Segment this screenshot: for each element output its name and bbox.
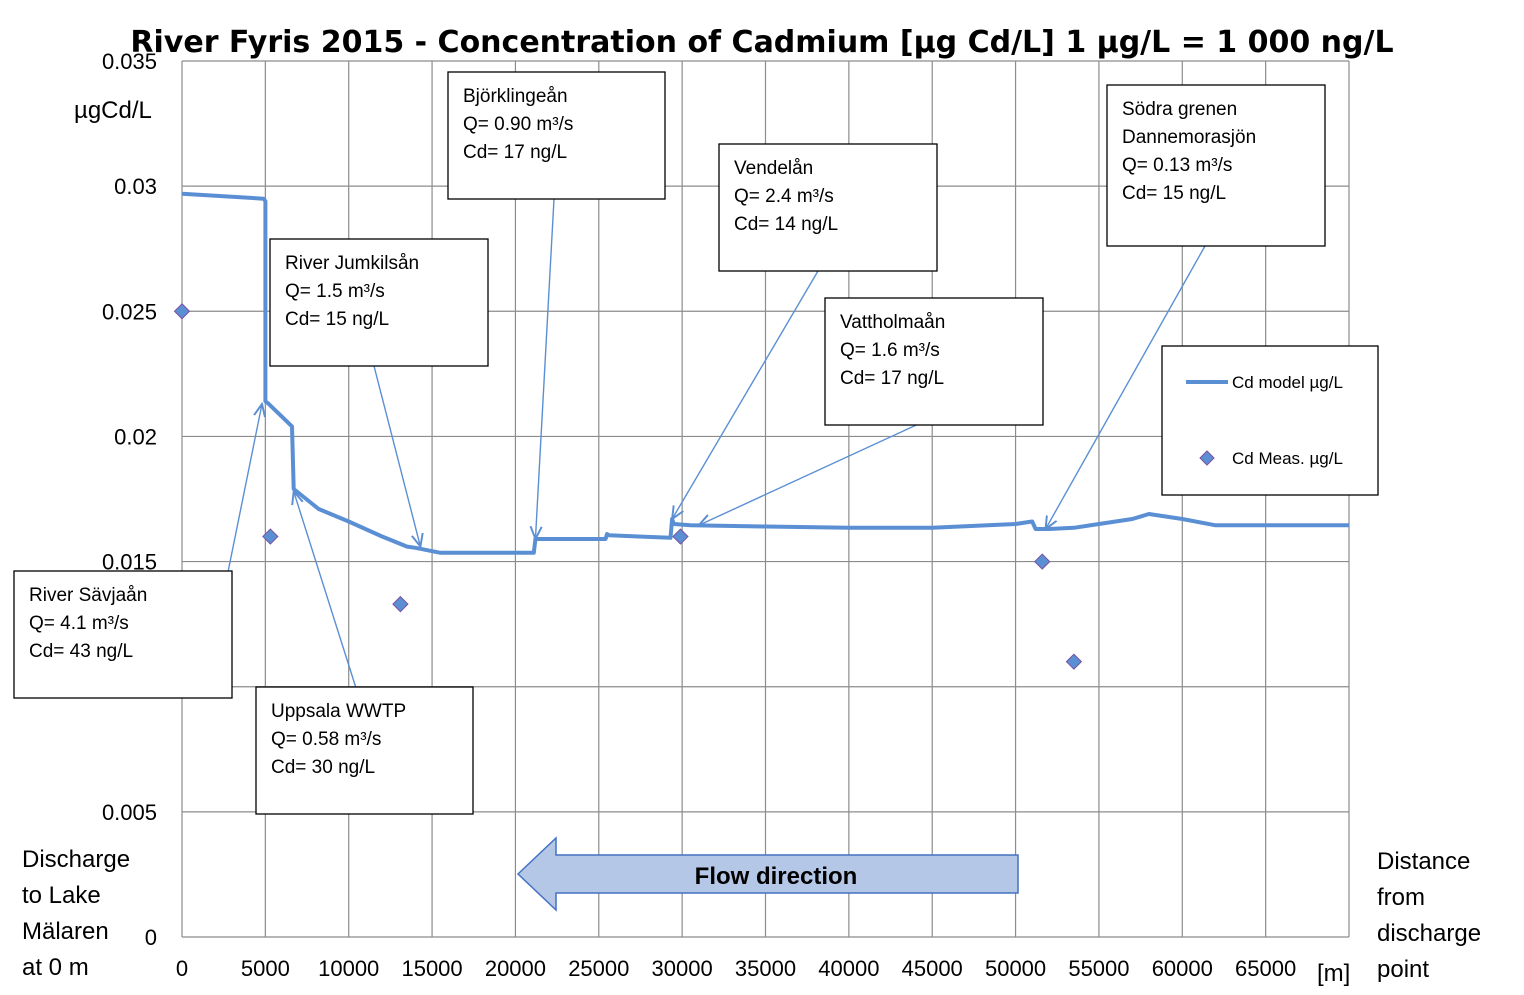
annotation-text: Vendelån [734,158,813,179]
measured-point [392,595,409,613]
right-caption-line-3: discharge [1377,920,1481,947]
left-caption-line-3: Mälaren [22,918,109,945]
x-tick-label: 35000 [735,956,796,981]
measured-point [262,528,279,545]
right-axis-caption: Distance from discharge point [1377,848,1481,983]
flow-direction-arrow: Flow direction [516,836,1019,912]
left-caption-line-1: Discharge [22,846,130,873]
annotation-text: Q= 0.58 m³/s [271,729,381,750]
annotation-callout: Vendelån Q= 2.4 m³/s Cd= 14 ng/L [672,143,938,519]
x-tick-label: 0 [176,956,188,981]
annotation-text: River Sävjaån [29,585,147,606]
x-tick-label: 15000 [401,956,462,981]
measured-point [1065,653,1083,670]
series-layer [173,191,1349,670]
annotation-text: Q= 1.5 m³/s [285,281,385,302]
x-unit-label: [m] [1317,960,1350,987]
annotation-text: Cd= 15 ng/L [285,309,389,330]
y-tick-label: 0 [145,925,157,950]
annotation-text: River Jumkilsån [285,253,419,274]
cd-model-line [181,191,1349,555]
left-caption-line-4: at 0 m [22,954,89,981]
annotation-arrow [1046,245,1206,529]
annotation-text: Cd= 15 ng/L [1122,183,1226,204]
annotation-callout: Vattholmaån Q= 1.6 m³/s Cd= 17 ng/L [699,297,1044,525]
annotation-callouts: River Sävjaån Q= 4.1 m³/s Cd= 43 ng/L Uppsa… [13,71,1326,815]
annotation-text: Q= 4.1 m³/s [29,613,129,634]
right-caption-line-2: from [1377,884,1425,911]
x-tick-label: 40000 [818,956,879,981]
right-caption-line-4: point [1377,956,1429,983]
legend-diamond-swatch [1199,450,1215,466]
annotation-callout: River Sävjaån Q= 4.1 m³/s Cd= 43 ng/L [13,404,262,699]
x-tick-label: 50000 [985,956,1046,981]
annotation-text: Uppsala WWTP [271,701,406,722]
annotation-callout: Björklingeån Q= 0.90 m³/s Cd= 17 ng/L [447,71,666,539]
annotation-text: Q= 2.4 m³/s [734,186,834,207]
annotation-arrow [672,270,819,519]
flow-arrow-shape [516,836,1019,912]
annotation-box [447,71,666,200]
x-tick-label: 65000 [1235,956,1296,981]
legend-box [1161,345,1379,496]
legend-entry-measured: Cd Meas. µg/L [1232,449,1343,468]
y-tick-label: 0.025 [102,299,157,324]
annotation-box [13,570,233,699]
annotation-box [255,686,474,815]
annotation-text: Vattholmaån [840,312,945,333]
legend: Cd model µg/L Cd Meas. µg/L [1161,345,1379,496]
annotation-callout: Uppsala WWTP Q= 0.58 m³/s Cd= 30 ng/L [255,491,474,815]
measured-point [173,303,191,320]
y-axis-label: µgCd/L [74,97,152,124]
annotation-text: Cd= 43 ng/L [29,641,133,662]
measured-point [672,528,689,545]
annotation-text: Q= 1.6 m³/s [840,340,940,361]
left-axis-caption: Discharge to Lake Mälaren at 0 m [22,846,130,981]
annotation-box [718,143,938,272]
annotation-callout: Södra grenen Dannemorasjön Q= 0.13 m³/s Cd=… [1046,84,1326,529]
left-caption-line-2: to Lake [22,882,101,909]
x-tick-label: 55000 [1068,956,1129,981]
x-tick-label: 5000 [241,956,290,981]
y-tick-label: 0.035 [102,49,157,74]
flow-direction-label: Flow direction [695,863,858,890]
annotation-box [269,238,489,367]
chart-title: River Fyris 2015 - Concentration of Cadm… [130,25,1393,60]
measured-point [1034,553,1051,570]
annotation-arrow [535,198,555,539]
legend-entry-model: Cd model µg/L [1232,373,1343,392]
annotation-text: Cd= 14 ng/L [734,214,838,235]
annotation-arrow [699,420,926,525]
y-tick-label: 0.02 [114,424,157,449]
annotation-callout: River Jumkilsån Q= 1.5 m³/s Cd= 15 ng/L [269,238,489,547]
y-tick-label: 0.005 [102,800,157,825]
annotation-text: Q= 0.13 m³/s [1122,155,1232,176]
x-tick-label: 10000 [318,956,379,981]
annotation-text: Dannemorasjön [1122,127,1256,148]
annotation-text: Cd= 17 ng/L [463,142,567,163]
annotation-text: Cd= 30 ng/L [271,757,375,778]
x-tick-label: 60000 [1152,956,1213,981]
annotation-text: Södra grenen [1122,99,1237,120]
x-tick-label: 20000 [485,956,546,981]
annotation-box [1106,84,1326,247]
right-caption-line-1: Distance [1377,848,1470,875]
annotation-text: Björklingeån [463,86,568,107]
annotation-arrow [227,404,262,573]
x-tick-label: 25000 [568,956,629,981]
y-tick-label: 0.03 [114,174,157,199]
annotation-arrow [373,365,420,547]
annotation-arrow [294,491,357,689]
x-tick-label: 30000 [652,956,713,981]
x-tick-label: 45000 [902,956,963,981]
annotation-box [824,297,1044,426]
annotation-text: Q= 0.90 m³/s [463,114,573,135]
x-tick-labels: 0 5000 10000 15000 20000 25000 30000 35000 40000… [176,956,1296,981]
annotation-text: Cd= 17 ng/L [840,368,944,389]
